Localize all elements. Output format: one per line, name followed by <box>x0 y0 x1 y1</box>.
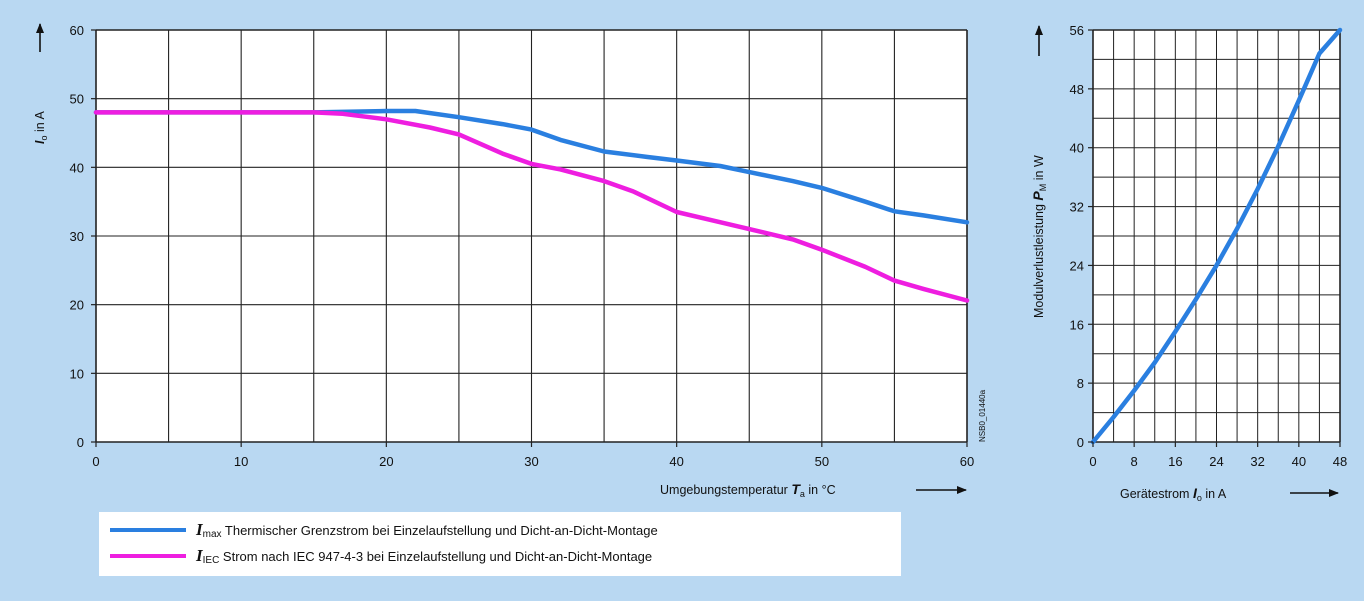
left-xtick-label: 0 <box>92 454 99 469</box>
left-ytick-label: 30 <box>70 229 84 244</box>
right-xtick-label: 24 <box>1209 454 1223 469</box>
left-xtick-label: 40 <box>669 454 683 469</box>
series-line-iiec <box>93 110 970 303</box>
left-chart: 0 10 20 30 40 50 60 0 10 20 30 40 50 60 Io in A Umgeb… <box>33 23 987 499</box>
left-xtick-label: 20 <box>379 454 393 469</box>
series-line-pm <box>1090 27 1343 445</box>
left-ytick-label: 0 <box>77 435 84 450</box>
right-ytick-label: 8 <box>1077 376 1084 391</box>
right-xtick-label: 32 <box>1250 454 1264 469</box>
right-ytick-label: 0 <box>1077 435 1084 450</box>
left-ytick-label: 10 <box>70 366 84 381</box>
left-ylabel: Io in A <box>33 111 49 144</box>
right-series <box>1090 27 1343 445</box>
right-xtick-label: 0 <box>1089 454 1096 469</box>
left-ytick-label: 20 <box>70 298 84 313</box>
right-xtick-label: 16 <box>1168 454 1182 469</box>
right-ytick-label: 56 <box>1070 23 1084 38</box>
legend: Imax Thermischer Grenzstrom bei Einzelau… <box>99 512 901 576</box>
right-xtick-label: 8 <box>1131 454 1138 469</box>
legend-label-iiec: IIEC Strom nach IEC 947-4-3 bei Einzelau… <box>195 546 652 566</box>
figure-code: NSB0_01440a <box>978 389 987 442</box>
right-xtick-label: 40 <box>1292 454 1306 469</box>
right-ylabel-text: Modulverlustleistung PM in W <box>1030 155 1048 318</box>
right-xlabel-text: Gerätestrom Io in A <box>1120 485 1227 503</box>
right-ytick-label: 48 <box>1070 82 1084 97</box>
legend-label-imax: Imax Thermischer Grenzstrom bei Einzelau… <box>195 520 658 540</box>
left-xtick-label: 30 <box>524 454 538 469</box>
right-ytick-label: 32 <box>1070 200 1084 215</box>
figure-code-text: NSB0_01440a <box>978 389 987 442</box>
right-ytick-label: 24 <box>1070 258 1084 273</box>
right-ytick-label: 16 <box>1070 317 1084 332</box>
left-xtick-label: 10 <box>234 454 248 469</box>
left-ytick-label: 60 <box>70 23 84 38</box>
series-line-imax <box>93 108 970 225</box>
right-ylabel: Modulverlustleistung PM in W <box>1030 155 1048 318</box>
right-ticks: 0 8 16 24 32 40 48 0 8 16 24 32 40 48 56 <box>1070 23 1348 469</box>
right-chart: 0 8 16 24 32 40 48 0 8 16 24 32 40 48 56 Modulverlustl… <box>1030 23 1347 503</box>
left-ytick-label: 40 <box>70 160 84 175</box>
left-xtick-label: 60 <box>960 454 974 469</box>
left-xtick-label: 50 <box>815 454 829 469</box>
right-xtick-label: 48 <box>1333 454 1347 469</box>
right-ytick-label: 40 <box>1070 141 1084 156</box>
left-ylabel-text: Io in A <box>33 111 49 144</box>
left-series <box>93 108 970 303</box>
left-ticks: 0 10 20 30 40 50 60 0 10 20 30 40 50 60 <box>70 23 975 469</box>
legend-box <box>99 512 901 576</box>
left-xlabel-text: Umgebungstemperatur Ta in °C <box>660 481 836 499</box>
left-ytick-label: 50 <box>70 92 84 107</box>
